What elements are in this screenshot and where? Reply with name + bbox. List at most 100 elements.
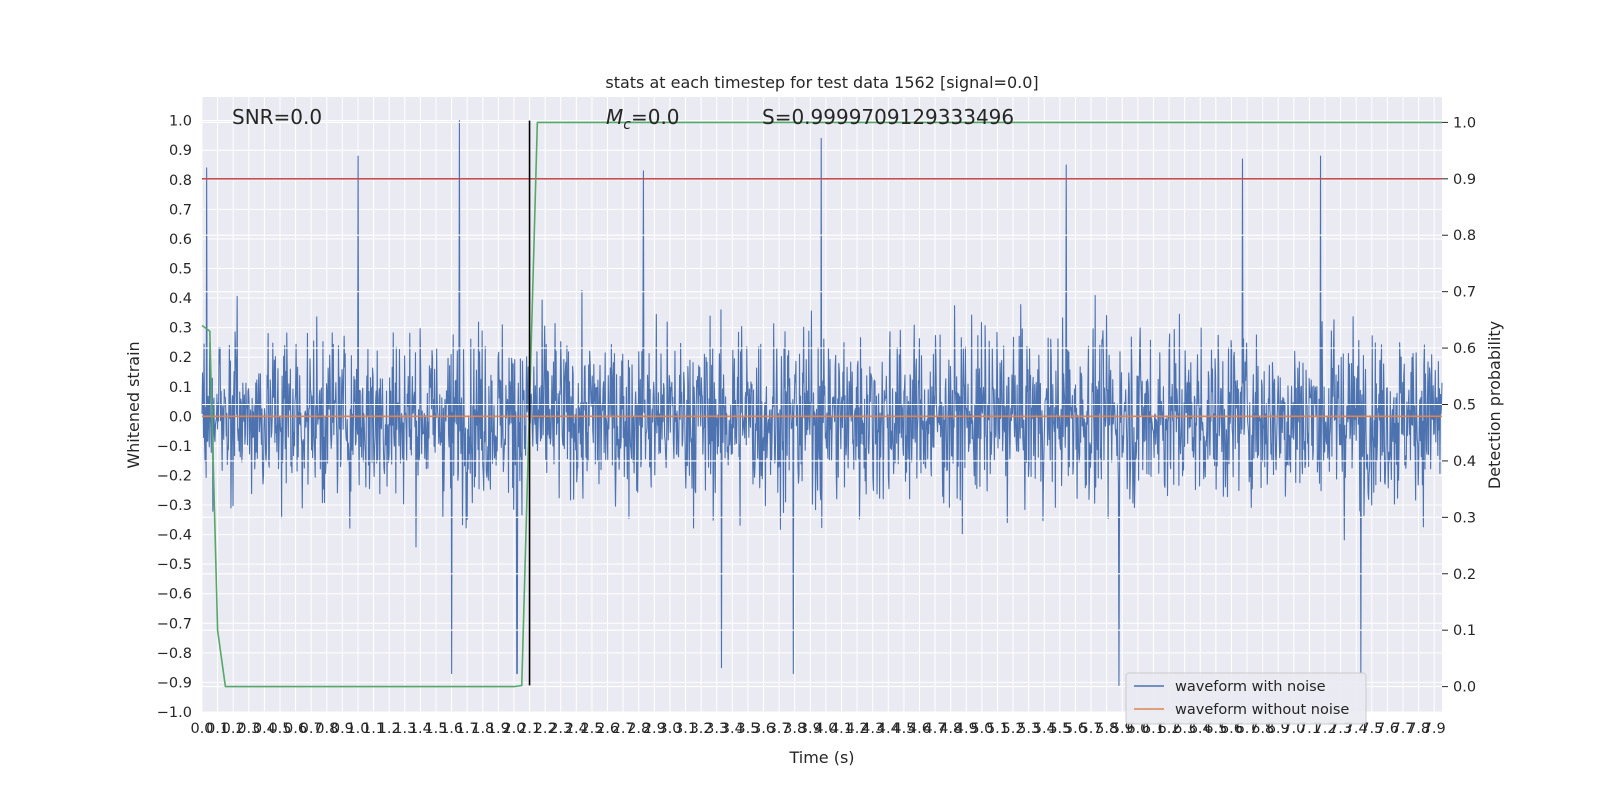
y-tick-label: 0.9 (169, 143, 192, 159)
y2-tick-label: 0.9 (1453, 172, 1476, 188)
y-tick-label: 0.0 (169, 409, 192, 425)
x-tick-label: 3.1 (674, 721, 697, 737)
x-tick-label: 7.3 (1329, 721, 1352, 737)
x-tick-label: 7.5 (1360, 721, 1383, 737)
x-tick-label: 0.4 (253, 721, 276, 737)
x-tick-label: 3.6 (752, 721, 775, 737)
x-tick-label: 3.0 (658, 721, 681, 737)
y-tick-label: −1.0 (157, 705, 192, 721)
x-tick-label: 7.9 (1423, 721, 1446, 737)
x-tick-label: 5.6 (1064, 721, 1087, 737)
x-tick-label: 1.3 (393, 721, 416, 737)
overlay-lines (201, 120, 1442, 688)
x-tick-label: 0.3 (237, 721, 260, 737)
y-tick-label: −0.3 (157, 498, 192, 514)
y2-tick-label: 0.1 (1453, 623, 1476, 639)
snr-annotation: SNR=0.0 (232, 105, 322, 129)
x-axis-ticks: 0.00.10.20.30.40.50.60.70.80.91.01.11.21… (190, 721, 1445, 737)
y2-tick-label: 0.2 (1453, 567, 1476, 583)
x-tick-label: 4.4 (877, 721, 900, 737)
x-tick-label: 0.6 (284, 721, 307, 737)
y2-tick-label: 0.6 (1453, 341, 1476, 357)
chirp-mass-annotation: Mc=0.0 (606, 105, 680, 133)
x-tick-label: 2.9 (643, 721, 666, 737)
x-tick-label: 2.3 (549, 721, 572, 737)
x-tick-label: 7.2 (1313, 721, 1336, 737)
y2-tick-label: 0.3 (1453, 510, 1476, 526)
x-tick-label: 1.0 (346, 721, 369, 737)
x-tick-label: 5.9 (1111, 721, 1134, 737)
y-tick-label: 0.7 (169, 202, 192, 218)
x-tick-label: 0.9 (331, 721, 354, 737)
y-axis-label: Whitened strain (124, 341, 143, 468)
x-tick-label: 4.8 (939, 721, 962, 737)
x-tick-label: 0.1 (206, 721, 229, 737)
x-tick-label: 7.7 (1391, 721, 1414, 737)
x-tick-label: 1.5 (424, 721, 447, 737)
x-tick-label: 2.4 (565, 721, 588, 737)
x-tick-label: 3.8 (783, 721, 806, 737)
series-waveform-with-noise (201, 120, 1443, 686)
x-tick-label: 4.0 (814, 721, 837, 737)
x-tick-label: 2.7 (612, 721, 635, 737)
x-tick-label: 2.5 (580, 721, 603, 737)
x-tick-label: 5.7 (1080, 721, 1103, 737)
x-tick-label: 6.1 (1142, 721, 1165, 737)
chart-title: stats at each timestep for test data 156… (605, 73, 1038, 92)
y-tick-label: −0.4 (157, 528, 192, 544)
y-tick-label: 0.1 (169, 380, 192, 396)
x-tick-label: 4.1 (830, 721, 853, 737)
y-tick-label: 0.2 (169, 350, 192, 366)
x-tick-label: 6.4 (1189, 721, 1212, 737)
x-tick-label: 4.5 (892, 721, 915, 737)
y-tick-label: −0.8 (157, 646, 192, 662)
x-tick-label: 7.4 (1345, 721, 1368, 737)
x-tick-label: 7.6 (1376, 721, 1399, 737)
x-tick-label: 6.5 (1204, 721, 1227, 737)
y-tick-label: 0.3 (169, 321, 192, 337)
legend-label-waveform-with-noise: waveform with noise (1175, 679, 1326, 695)
chirp-mass-symbol: M (606, 105, 623, 129)
x-tick-label: 6.0 (1126, 721, 1149, 737)
y2-axis-label: Detection probability (1485, 321, 1504, 489)
x-tick-label: 5.0 (970, 721, 993, 737)
x-tick-label: 6.7 (1236, 721, 1259, 737)
detection-probability-line (201, 121, 1442, 688)
chirp-mass-value: =0.0 (631, 105, 680, 129)
x-tick-label: 6.6 (1220, 721, 1243, 737)
s-annotation: S=0.9999709129333496 (762, 105, 1014, 129)
y-tick-label: −0.2 (157, 468, 192, 484)
x-tick-label: 5.2 (1002, 721, 1025, 737)
x-tick-label: 4.6 (908, 721, 931, 737)
legend-box (1125, 672, 1367, 725)
x-tick-label: 3.9 (799, 721, 822, 737)
legend-label-waveform-without-noise: waveform without noise (1175, 702, 1349, 718)
x-tick-label: 1.6 (440, 721, 463, 737)
x-tick-label: 5.5 (1048, 721, 1071, 737)
x-tick-label: 1.4 (409, 721, 432, 737)
x-tick-label: 4.3 (861, 721, 884, 737)
y-tick-label: −0.7 (157, 616, 192, 632)
x-tick-label: 2.1 (518, 721, 541, 737)
x-tick-label: 1.8 (471, 721, 494, 737)
x-tick-label: 6.3 (1173, 721, 1196, 737)
y-axis-ticks: 1.0 0.9 0.8 0.7 0.6 0.5 0.4 0.3 0.2 0.1 0.0 −0.1 −0.… (157, 114, 192, 721)
x-tick-label: 0.2 (222, 721, 245, 737)
x-tick-label: 7.1 (1298, 721, 1321, 737)
x-tick-label: 7.8 (1407, 721, 1430, 737)
x-tick-label: 1.9 (487, 721, 510, 737)
x-tick-label: 2.0 (502, 721, 525, 737)
x-tick-label: 3.4 (721, 721, 744, 737)
y-tick-label: 1.0 (169, 114, 192, 130)
legend: waveform with noise waveform without noi… (1125, 672, 1367, 725)
y-tick-label: 0.5 (169, 261, 192, 277)
x-tick-label: 0.5 (268, 721, 291, 737)
x-tick-label: 4.9 (955, 721, 978, 737)
x-tick-label: 5.1 (986, 721, 1009, 737)
y-tick-label: 0.6 (169, 232, 192, 248)
x-tick-label: 5.3 (1017, 721, 1040, 737)
x-tick-label: 5.4 (1033, 721, 1056, 737)
x-tick-label: 1.2 (378, 721, 401, 737)
y-tick-label: 0.8 (169, 173, 192, 189)
